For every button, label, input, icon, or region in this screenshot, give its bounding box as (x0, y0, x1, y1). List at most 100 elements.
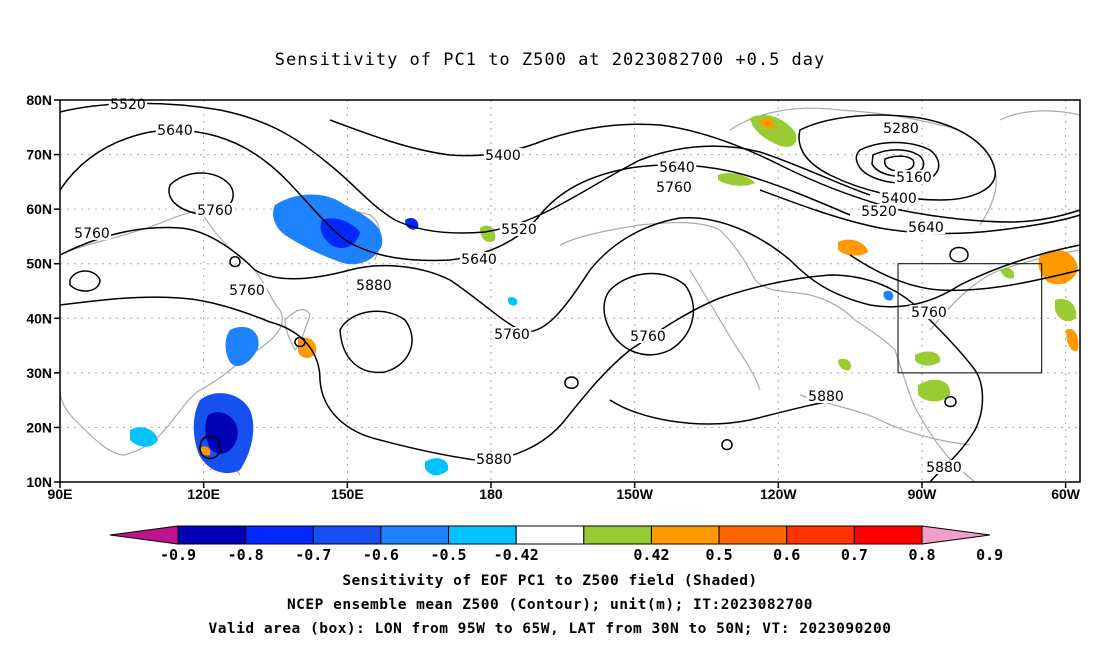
contour-label: 5760 (656, 180, 692, 196)
positive-patch (915, 351, 941, 366)
contour-label-bg (806, 389, 846, 403)
colorbar-label: -0.5 (430, 546, 466, 564)
contour-5880-south (609, 399, 841, 425)
longitude-labels: 90E 120E 150E 180 150W 120W 90W 60W (48, 482, 1081, 502)
contour-label: 5520 (501, 222, 537, 238)
positive-patch (918, 379, 951, 402)
positive-patch (838, 239, 868, 256)
contour-label: 5400 (881, 191, 917, 207)
positive-patch (1000, 267, 1015, 279)
colorbar-label: 0.6 (773, 546, 800, 564)
contour-cell-8 (69, 270, 101, 292)
contour-label-bg (894, 170, 934, 184)
positive-patch (1038, 249, 1078, 285)
lon-label: 150E (331, 486, 364, 502)
contour-label: 5760 (630, 329, 666, 345)
lon-label: 150W (616, 486, 653, 502)
negative-patch (205, 412, 238, 454)
colorbar (109, 525, 991, 545)
contour-label-bg (906, 220, 946, 234)
negative-patch (425, 458, 449, 476)
lon-label: 90W (908, 486, 938, 502)
colorbar-segment (245, 525, 314, 545)
contour-5760-hi (603, 272, 695, 356)
contour-5520-west (59, 102, 871, 234)
lon-label: 180 (479, 486, 503, 502)
colorbar-segment (786, 525, 855, 545)
colorbar-label: 0.42 (633, 546, 669, 564)
colorbar-segment (312, 525, 382, 545)
negative-patch (225, 326, 259, 367)
contour-label-bg (459, 252, 499, 266)
contour-label-bg (195, 203, 235, 217)
contour-label-bg (474, 452, 514, 466)
contour-label: 5880 (926, 460, 962, 476)
colorbar-segment (583, 525, 652, 545)
lat-label: 30N (26, 365, 52, 381)
contour-label-bg (628, 329, 668, 343)
contour-label-bg (654, 180, 694, 194)
lon-label: 90E (48, 486, 73, 502)
contour-label: 5520 (110, 97, 146, 113)
contour-label-bg (657, 160, 697, 174)
contour-label: 5520 (861, 204, 897, 220)
colorbar-segment (448, 525, 517, 545)
contour-label: 5760 (911, 305, 947, 321)
contour-label-bg (879, 191, 919, 205)
map-frame (59, 99, 1081, 483)
map-title: Sensitivity of PC1 to Z500 at 2023082700… (274, 50, 826, 70)
colorbar-label: 0.7 (841, 546, 868, 564)
contour-5880-hi (339, 310, 413, 374)
contour-label-bg (499, 222, 539, 236)
latitude-labels: 80N 70N 60N 50N 40N 30N 20N 10N (26, 92, 60, 490)
colorbar-label: 0.9 (976, 546, 1003, 564)
colorbar-label: -0.8 (228, 546, 264, 564)
contour-label-bg (483, 148, 523, 162)
contour-label-bg (227, 283, 267, 297)
lat-label: 10N (26, 474, 52, 490)
colorbar-segment (718, 525, 788, 545)
lon-label: 120W (760, 486, 797, 502)
colorbar-labels: -0.9 -0.8 -0.7 -0.6 -0.5 -0.42 0.42 0.5 0.6 0.7 0.… (160, 546, 1003, 564)
lat-label: 80N (26, 92, 52, 108)
contour-label-bg (859, 204, 899, 218)
contour-label: 5760 (229, 283, 265, 299)
contour-label: 5640 (461, 252, 497, 268)
contour-5280 (798, 114, 996, 201)
lat-label: 50N (26, 256, 52, 272)
contour-label: 5880 (476, 452, 512, 468)
colorbar-label: -0.42 (494, 546, 539, 564)
contour-label: 5280 (883, 121, 919, 137)
contour-label: 5640 (157, 123, 193, 139)
positive-patch (718, 172, 755, 186)
caption-shading: Sensitivity of EOF PC1 to Z500 field (Sh… (342, 573, 758, 589)
contour-5400 (329, 119, 1081, 223)
positive-patch (298, 337, 317, 358)
contour-label: 5760 (74, 226, 110, 242)
contour-5640-west (59, 129, 851, 262)
colorbar-segment (515, 525, 585, 545)
contour-label: 5640 (908, 220, 944, 236)
sensitivity-shading (130, 114, 1079, 476)
contour-label-bg (924, 460, 964, 474)
contour-label-bg (354, 278, 394, 292)
contour-label-bg (881, 121, 921, 135)
lat-label: 70N (26, 147, 52, 163)
colorbar-segment (177, 525, 247, 545)
contour-cell-7 (949, 246, 969, 263)
contour-label: 5640 (659, 160, 695, 176)
contour-label: 5400 (485, 148, 521, 164)
colorbar-right-arrow (921, 525, 991, 545)
contour-5880-main (59, 274, 984, 483)
contour-cell-1 (229, 256, 241, 268)
contour-5160b (871, 149, 925, 178)
lat-label: 20N (26, 419, 52, 435)
positive-patch (760, 117, 775, 130)
colorbar-left-arrow (109, 525, 179, 545)
contour-label-bg (72, 226, 112, 240)
lon-label: 60W (1051, 486, 1081, 502)
colorbar-segment (380, 525, 450, 545)
contour-5160c (883, 155, 915, 172)
